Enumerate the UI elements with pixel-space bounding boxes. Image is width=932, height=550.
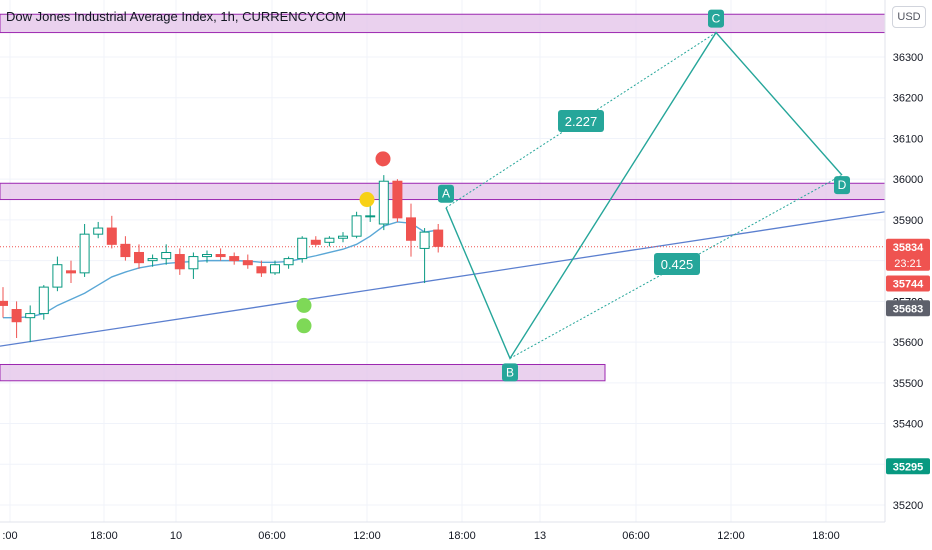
candle-body-23 [310,239,321,245]
moving-average-line [3,221,439,319]
x-tick-label-8: 12:00 [717,530,745,542]
candle-body-25 [338,235,348,239]
candle-body-14 [188,256,199,270]
candle-body-7 [93,227,104,235]
currency-button[interactable]: USD [892,6,926,28]
candle-body-4 [52,264,63,288]
pattern-point-A-label: A [442,187,450,201]
candle-body-13 [174,254,185,270]
y-tick-label-0: 35200 [893,500,924,512]
time-axis-bg [0,522,932,550]
y-tick-label-4: 35600 [893,337,924,349]
pattern-ratio-badge-1 [654,253,700,275]
pattern-ratio-badge-0 [558,110,604,132]
price-label-1: 35744 [893,278,924,290]
candle-body-27 [365,215,376,218]
candle-body-9 [120,243,131,258]
candle-body-19 [256,266,267,274]
pattern-path [445,31,843,360]
signal-marker-0 [375,151,391,167]
x-tick-label-4: 12:00 [353,530,381,542]
candle-body-2 [25,313,36,319]
pattern-point-B-label: B [506,365,514,379]
candle-body-1 [11,309,22,323]
price-label-badge-2 [886,300,930,317]
pattern-ratio-label-1: 0.425 [661,257,694,272]
y-tick-label-2: 35400 [893,419,924,431]
pattern-ratio-label-0: 2.227 [565,114,598,129]
signal-marker-2 [296,297,312,313]
pattern-point-A-badge [438,184,454,203]
pattern-point-C-label: C [712,12,721,26]
y-tick-label-10: 36200 [893,93,924,105]
pattern-point-B-badge [502,363,518,382]
candle-body-29 [392,180,403,219]
x-tick-label-6: 13 [534,530,546,542]
signal-marker-1 [359,192,375,208]
candle-body-22 [297,237,308,260]
x-tick-label-2: 10 [170,530,182,542]
candle-body-16 [215,254,226,258]
price-label-2: 35683 [893,303,924,315]
candle-body-17 [229,256,240,262]
candle-body-6 [79,233,90,274]
x-tick-label-7: 06:00 [622,530,650,542]
candle-body-31 [419,231,430,249]
candle-body-32 [433,229,444,247]
candle-body-26 [351,215,362,237]
candle-body-10 [134,251,144,264]
price-label-badge-0 [886,238,930,271]
pattern-point-C-badge [708,9,724,28]
candle-body-28 [378,180,389,225]
price-label-badge-1 [886,275,930,292]
candle-body-0 [0,300,8,306]
pattern-point-D-label: D [838,178,847,192]
y-tick-label-3: 35500 [893,378,924,390]
candle-body-30 [406,217,416,241]
x-tick-label-0: :00 [2,530,17,542]
price-label-3: 35295 [893,461,924,473]
candle-body-21 [283,258,294,266]
candle-body-11 [147,258,158,262]
x-tick-label-3: 06:00 [258,530,286,542]
x-tick-label-1: 18:00 [90,530,118,542]
candle-body-12 [161,251,172,260]
candle-body-24 [324,237,335,243]
candle-body-5 [66,270,76,274]
chart-title: Dow Jones Industrial Average Index, 1h, … [6,9,347,24]
price-label-0: 35834 [893,242,924,254]
candle-body-20 [270,264,280,274]
y-tick-label-7: 35900 [893,215,924,227]
y-tick-label-8: 36000 [893,174,924,186]
candle-body-8 [106,227,117,245]
candle-body-3 [38,286,49,315]
price-label-badge-3 [886,458,930,475]
y-tick-label-9: 36100 [893,133,924,145]
price-label-countdown: 23:21 [894,258,922,270]
candle-body-18 [242,260,253,266]
y-tick-label-11: 36300 [893,52,924,64]
x-tick-label-9: 18:00 [812,530,840,542]
signal-marker-3 [296,318,312,334]
zone-2 [0,363,606,382]
candle-body-15 [202,254,212,258]
x-tick-label-5: 18:00 [448,530,476,542]
trendline [0,211,886,347]
pattern-point-D-badge [834,176,850,195]
